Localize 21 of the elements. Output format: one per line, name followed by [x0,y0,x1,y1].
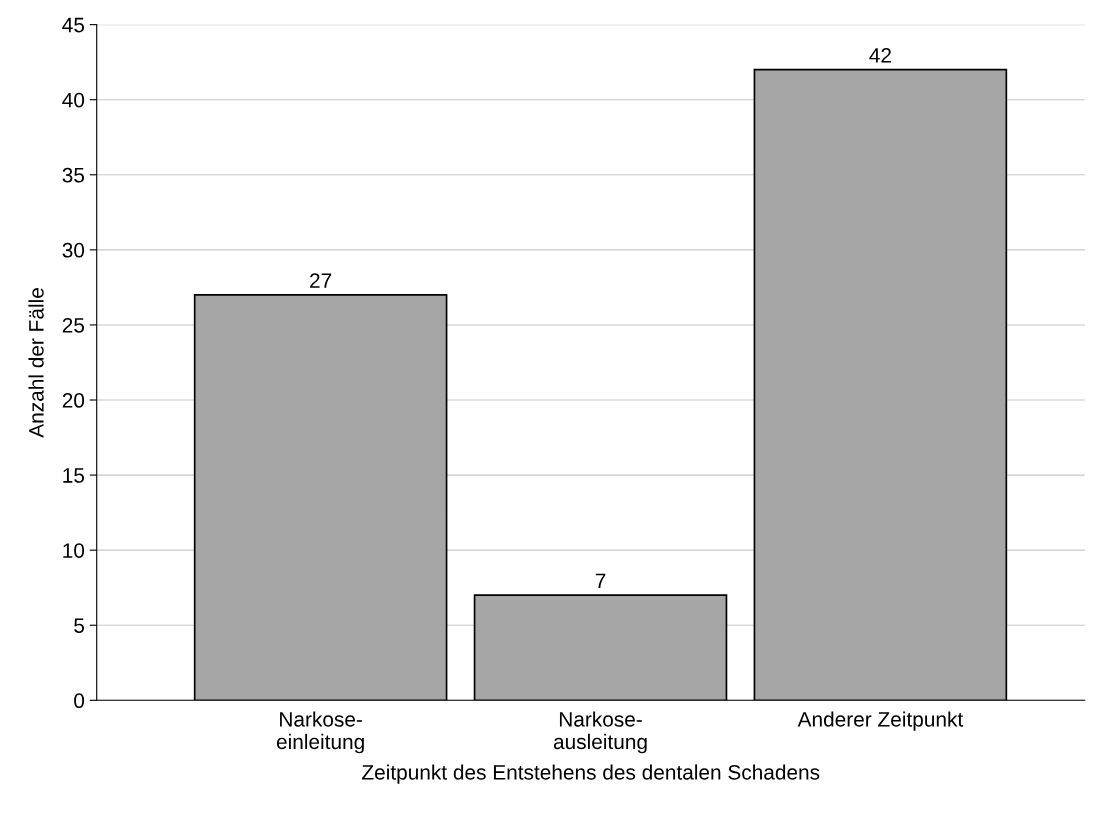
x-tick-label: Narkose- einleitung [276,711,364,754]
y-tick-label: 0 [74,693,85,709]
y-axis-title: Anzahl der Fälle [28,288,44,438]
bar [473,594,728,701]
bar [753,68,1008,701]
x-axis-title: Zeitpunkt des Entstehens des dentalen Schadens [362,764,820,784]
y-tick-label: 20 [62,393,85,408]
y-tick-label: 30 [62,242,85,258]
x-tick-label: Anderer Zeitpunkt [797,711,964,731]
y-tick-label: 40 [62,92,85,108]
bar [193,294,448,701]
data-label: 42 [869,48,891,63]
y-tick-label: 35 [62,167,85,183]
y-tick-label: 45 [62,17,85,33]
x-tick-label: Narkose- ausleitung [553,711,647,754]
data-label: 27 [310,273,332,288]
y-tick-label: 5 [74,618,85,633]
y-tick-label: 10 [63,543,85,558]
data-label: 7 [595,573,606,589]
y-tick-label: 25 [62,317,85,333]
y-tick-label: 15 [63,468,85,483]
